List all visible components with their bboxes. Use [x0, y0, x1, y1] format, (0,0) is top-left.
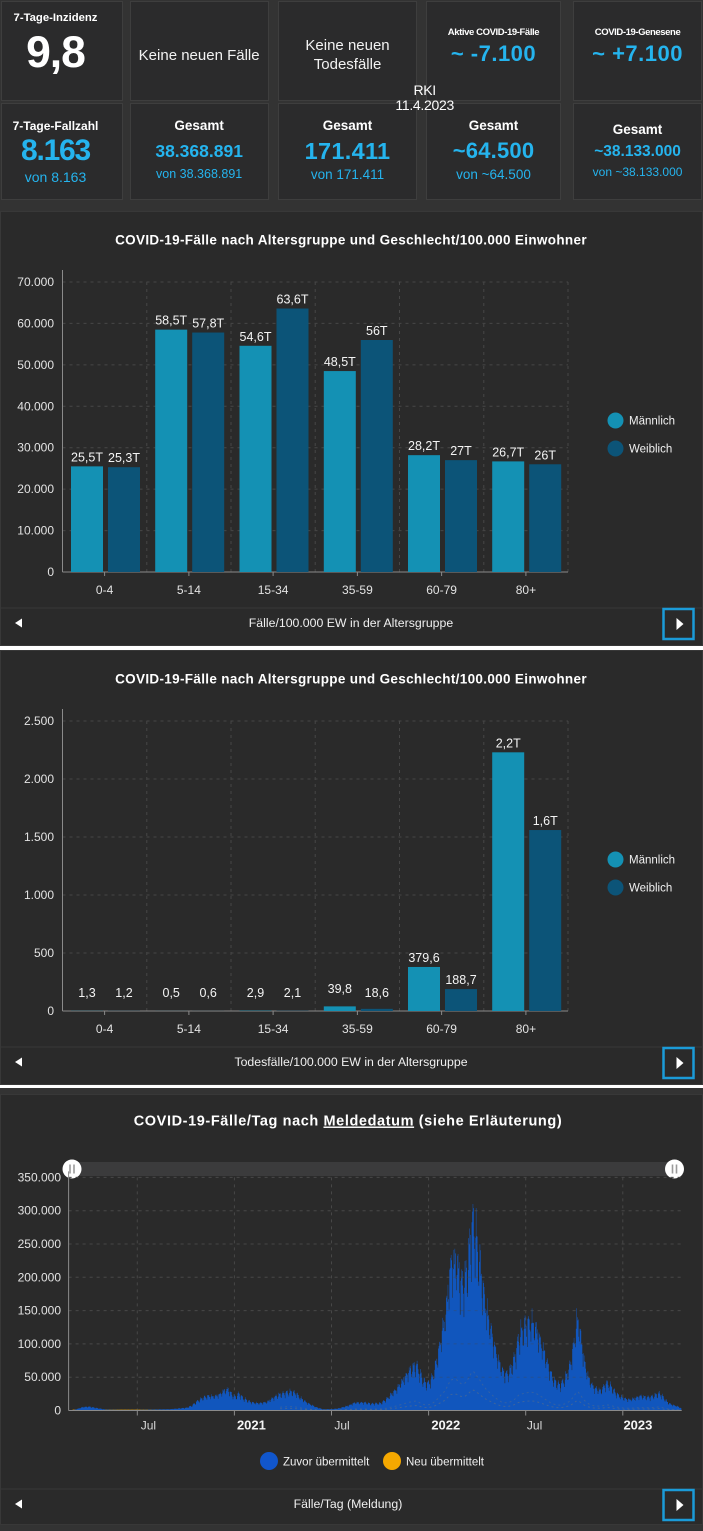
svg-text:20.000: 20.000: [17, 482, 54, 496]
svg-text:25,5T: 25,5T: [71, 450, 103, 464]
svg-text:500: 500: [34, 946, 54, 960]
svg-text:0: 0: [54, 1404, 61, 1418]
svg-text:Jul: Jul: [334, 1419, 349, 1433]
svg-text:Weiblich: Weiblich: [629, 883, 672, 895]
svg-text:60-79: 60-79: [426, 583, 457, 597]
svg-text:15-34: 15-34: [258, 1022, 289, 1036]
svg-text:COVID-19-Fälle nach Altersgrup: COVID-19-Fälle nach Altersgruppe und Ges…: [115, 672, 587, 687]
svg-text:Fälle/Tag (Meldung): Fälle/Tag (Meldung): [294, 1497, 403, 1511]
svg-text:58,5T: 58,5T: [155, 314, 187, 328]
svg-text:80+: 80+: [516, 1022, 536, 1036]
svg-text:COVID-19-Fälle/Tag nach Melded: COVID-19-Fälle/Tag nach Meldedatum (sieh…: [134, 1114, 563, 1130]
svg-text:0: 0: [47, 1004, 54, 1018]
svg-text:250.000: 250.000: [18, 1237, 62, 1251]
svg-text:70.000: 70.000: [17, 275, 54, 289]
svg-text:1.500: 1.500: [24, 830, 54, 844]
svg-text:2021: 2021: [237, 1418, 266, 1433]
svg-text:39,8: 39,8: [328, 982, 352, 996]
svg-text:25,3T: 25,3T: [108, 451, 140, 465]
svg-text:15-34: 15-34: [258, 583, 289, 597]
svg-text:350.000: 350.000: [18, 1170, 62, 1184]
svg-text:2,2T: 2,2T: [496, 736, 521, 750]
svg-text:50.000: 50.000: [17, 358, 54, 372]
svg-text:35-59: 35-59: [342, 583, 373, 597]
svg-text:54,6T: 54,6T: [240, 330, 272, 344]
svg-text:26T: 26T: [534, 448, 556, 462]
svg-text:57,8T: 57,8T: [192, 317, 224, 331]
svg-text:30.000: 30.000: [17, 441, 54, 455]
svg-text:379,6: 379,6: [408, 951, 439, 965]
svg-text:Todesfälle/100.000 EW in der A: Todesfälle/100.000 EW in der Altersgrupp…: [234, 1055, 467, 1069]
svg-text:56T: 56T: [366, 324, 388, 338]
svg-text:Zuvor übermittelt: Zuvor übermittelt: [283, 1457, 370, 1469]
svg-text:COVID-19-Fälle nach Altersgrup: COVID-19-Fälle nach Altersgruppe und Ges…: [115, 233, 587, 248]
svg-text:2.500: 2.500: [24, 714, 54, 728]
svg-text:Weiblich: Weiblich: [629, 444, 672, 456]
svg-text:0: 0: [47, 565, 54, 579]
svg-text:5-14: 5-14: [177, 1022, 201, 1036]
svg-text:Fälle/100.000 EW in der Alters: Fälle/100.000 EW in der Altersgruppe: [249, 616, 454, 630]
svg-text:0-4: 0-4: [96, 583, 114, 597]
svg-text:40.000: 40.000: [17, 399, 54, 413]
svg-text:Jul: Jul: [527, 1419, 542, 1433]
svg-text:100.000: 100.000: [18, 1337, 62, 1351]
svg-text:Männlich: Männlich: [629, 416, 675, 428]
svg-text:0,6: 0,6: [200, 986, 217, 1000]
svg-text:2023: 2023: [623, 1418, 652, 1433]
svg-text:27T: 27T: [450, 444, 472, 458]
svg-text:10.000: 10.000: [17, 524, 54, 538]
svg-text:Jul: Jul: [141, 1419, 156, 1433]
svg-text:2,9: 2,9: [247, 986, 264, 1000]
svg-text:1,3: 1,3: [78, 986, 95, 1000]
svg-text:1,2: 1,2: [115, 986, 132, 1000]
svg-text:26,7T: 26,7T: [492, 445, 524, 459]
svg-text:28,2T: 28,2T: [408, 439, 440, 453]
svg-text:63,6T: 63,6T: [277, 293, 309, 307]
svg-text:1,6T: 1,6T: [533, 814, 558, 828]
svg-text:60.000: 60.000: [17, 316, 54, 330]
svg-text:Neu übermittelt: Neu übermittelt: [406, 1457, 485, 1469]
svg-text:300.000: 300.000: [18, 1204, 62, 1218]
svg-text:200.000: 200.000: [18, 1270, 62, 1284]
svg-text:0-4: 0-4: [96, 1022, 114, 1036]
svg-text:35-59: 35-59: [342, 1022, 373, 1036]
svg-text:2,1: 2,1: [284, 986, 301, 1000]
svg-text:150.000: 150.000: [18, 1304, 62, 1318]
svg-text:50.000: 50.000: [24, 1370, 61, 1384]
svg-text:5-14: 5-14: [177, 583, 201, 597]
svg-text:80+: 80+: [516, 583, 536, 597]
svg-text:48,5T: 48,5T: [324, 355, 356, 369]
svg-text:2.000: 2.000: [24, 772, 54, 786]
svg-text:Männlich: Männlich: [629, 855, 675, 867]
svg-text:188,7: 188,7: [445, 973, 476, 987]
svg-text:2022: 2022: [431, 1418, 460, 1433]
svg-text:0,5: 0,5: [163, 986, 180, 1000]
svg-text:1.000: 1.000: [24, 888, 54, 902]
svg-text:60-79: 60-79: [426, 1022, 457, 1036]
svg-text:18,6: 18,6: [365, 986, 389, 1000]
